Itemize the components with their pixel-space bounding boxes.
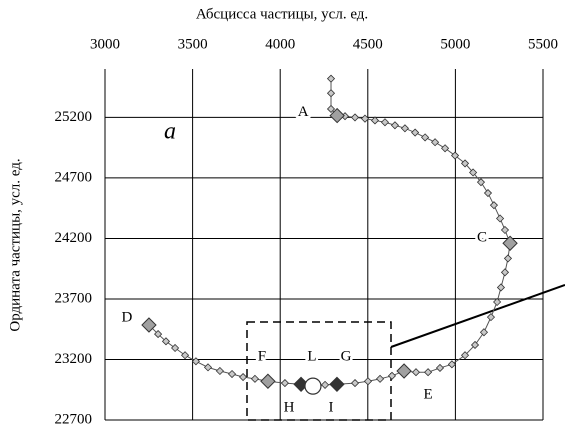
annotation: a	[164, 119, 176, 145]
y-tick-label: 23700	[55, 290, 93, 306]
point-label: D	[122, 309, 133, 325]
x-axis-title: Абсцисса частицы, усл. ед.	[196, 6, 368, 22]
point-label: F	[258, 349, 266, 365]
point	[350, 113, 360, 122]
point	[203, 363, 213, 372]
point	[238, 372, 248, 382]
point-label: I	[328, 400, 333, 416]
point	[360, 114, 370, 123]
point	[500, 268, 510, 277]
point	[320, 380, 330, 389]
point	[479, 328, 489, 337]
x-tick-label: 5500	[528, 36, 558, 52]
point	[363, 377, 373, 386]
annotation: G	[341, 348, 352, 364]
point	[421, 133, 430, 142]
point	[326, 89, 336, 98]
point	[411, 368, 421, 377]
point	[370, 116, 380, 125]
point	[500, 225, 510, 235]
key-point	[396, 363, 412, 379]
point-label: C	[477, 230, 487, 246]
point-label: E	[423, 386, 432, 402]
point	[496, 214, 505, 223]
point	[447, 360, 456, 369]
point	[411, 128, 420, 137]
point	[390, 121, 400, 130]
x-tick-label: 3000	[90, 36, 120, 52]
zoom-box	[246, 321, 392, 421]
point	[280, 379, 289, 388]
point	[489, 201, 499, 210]
x-tick-label: 4500	[353, 36, 383, 52]
data	[141, 74, 518, 395]
point	[400, 124, 410, 133]
point-label: A	[298, 104, 309, 120]
point	[435, 363, 445, 373]
point	[380, 118, 390, 127]
point	[460, 351, 470, 360]
point	[326, 74, 336, 83]
y-tick-label: 24200	[55, 230, 93, 246]
annotation: L	[307, 348, 316, 364]
point	[171, 343, 180, 353]
point	[181, 351, 190, 360]
key-point	[329, 376, 345, 393]
key-point	[329, 107, 345, 124]
point	[227, 369, 237, 379]
point	[469, 168, 478, 177]
y-axis-title: Ордината частицы, усл. ед.	[7, 158, 23, 331]
point-label: H	[284, 400, 295, 416]
y-tick-label: 22700	[55, 411, 93, 427]
point	[440, 144, 450, 153]
point	[486, 313, 496, 322]
x-tick-label: 3500	[178, 36, 208, 52]
point	[503, 254, 513, 263]
point	[483, 188, 493, 198]
point	[161, 337, 171, 346]
x-tick-label: 5000	[440, 36, 470, 52]
circle-point	[304, 377, 322, 395]
point	[215, 366, 224, 376]
point	[476, 178, 486, 187]
key-point	[502, 235, 518, 251]
point	[154, 330, 163, 339]
point	[191, 357, 200, 366]
point	[424, 368, 433, 377]
y-tick-label: 25200	[55, 109, 93, 125]
point	[387, 371, 397, 380]
point	[496, 283, 506, 292]
point	[450, 151, 460, 160]
labels: A C D E F H Ia L G	[119, 102, 490, 419]
point	[493, 297, 502, 307]
x-tick-label: 4000	[265, 36, 295, 52]
y-tick-label: 23200	[55, 351, 93, 367]
point	[470, 340, 480, 350]
callout-line	[390, 284, 565, 348]
key-point	[260, 373, 276, 389]
point	[250, 374, 260, 383]
point	[350, 379, 360, 388]
point	[431, 138, 440, 147]
y-tick-label: 24700	[55, 169, 93, 185]
point	[326, 104, 336, 114]
grid	[104, 69, 544, 421]
point	[375, 374, 385, 383]
trajectory-line	[148, 78, 511, 387]
key-point	[141, 317, 157, 333]
point	[460, 159, 470, 168]
